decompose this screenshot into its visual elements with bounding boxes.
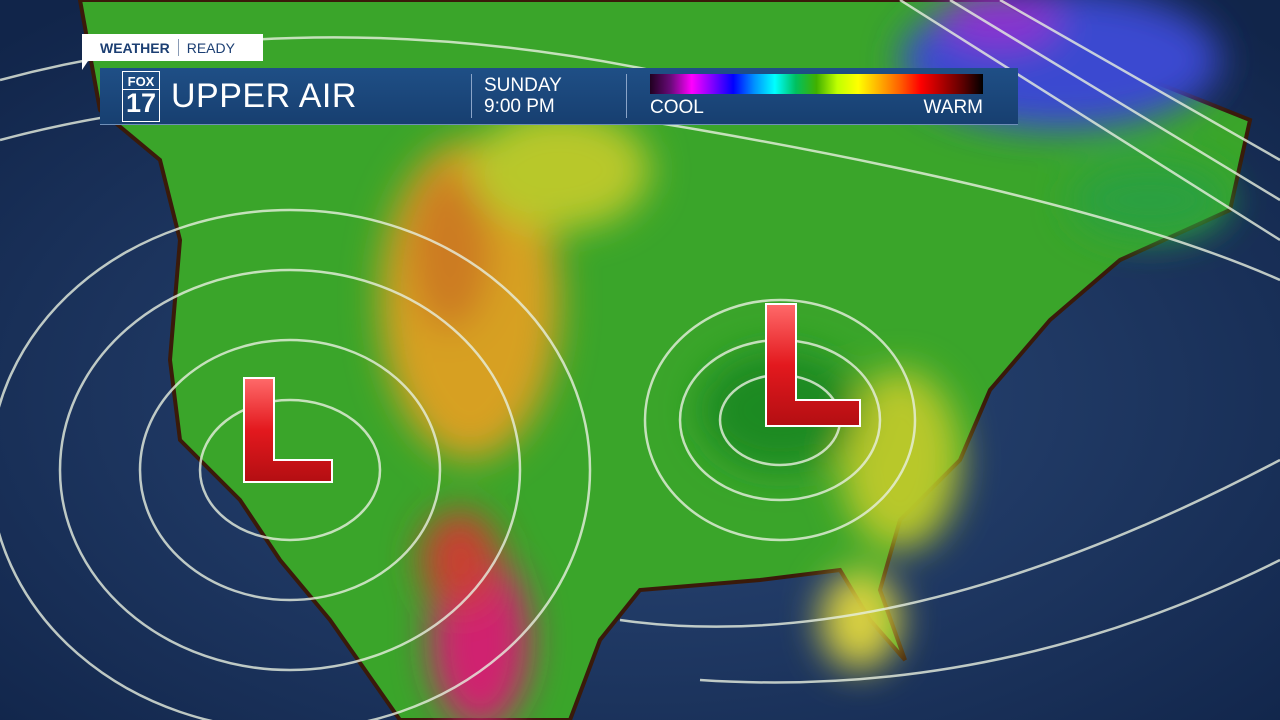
low-pressure-east bbox=[765, 303, 861, 427]
legend-cool-label: COOL bbox=[650, 96, 704, 118]
logo-17: 17 bbox=[125, 88, 157, 118]
tag-ready: READY bbox=[186, 39, 235, 56]
divider bbox=[471, 74, 472, 118]
divider bbox=[626, 74, 627, 118]
legend-color-ramp bbox=[650, 73, 983, 94]
forecast-day: SUNDAY bbox=[484, 75, 562, 96]
tag-divider bbox=[177, 39, 179, 56]
forecast-time: SUNDAY 9:00 PM bbox=[484, 75, 626, 117]
logo-fox: FOX bbox=[123, 75, 159, 90]
low-pressure-west bbox=[243, 377, 333, 483]
fox17-logo: FOX 17 bbox=[122, 70, 160, 122]
tag-weather: WEATHER bbox=[100, 39, 170, 56]
weather-ready-tag: WEATHER READY bbox=[82, 34, 263, 70]
page-title: UPPER AIR bbox=[171, 76, 357, 115]
forecast-hour: 9:00 PM bbox=[484, 96, 555, 117]
color-legend: COOL WARM bbox=[650, 73, 983, 119]
legend-warm-label: WARM bbox=[923, 96, 983, 118]
header-bar: FOX 17 UPPER AIR SUNDAY 9:00 PM COOL WAR… bbox=[100, 68, 1018, 125]
temperature-shading bbox=[380, 0, 1230, 720]
